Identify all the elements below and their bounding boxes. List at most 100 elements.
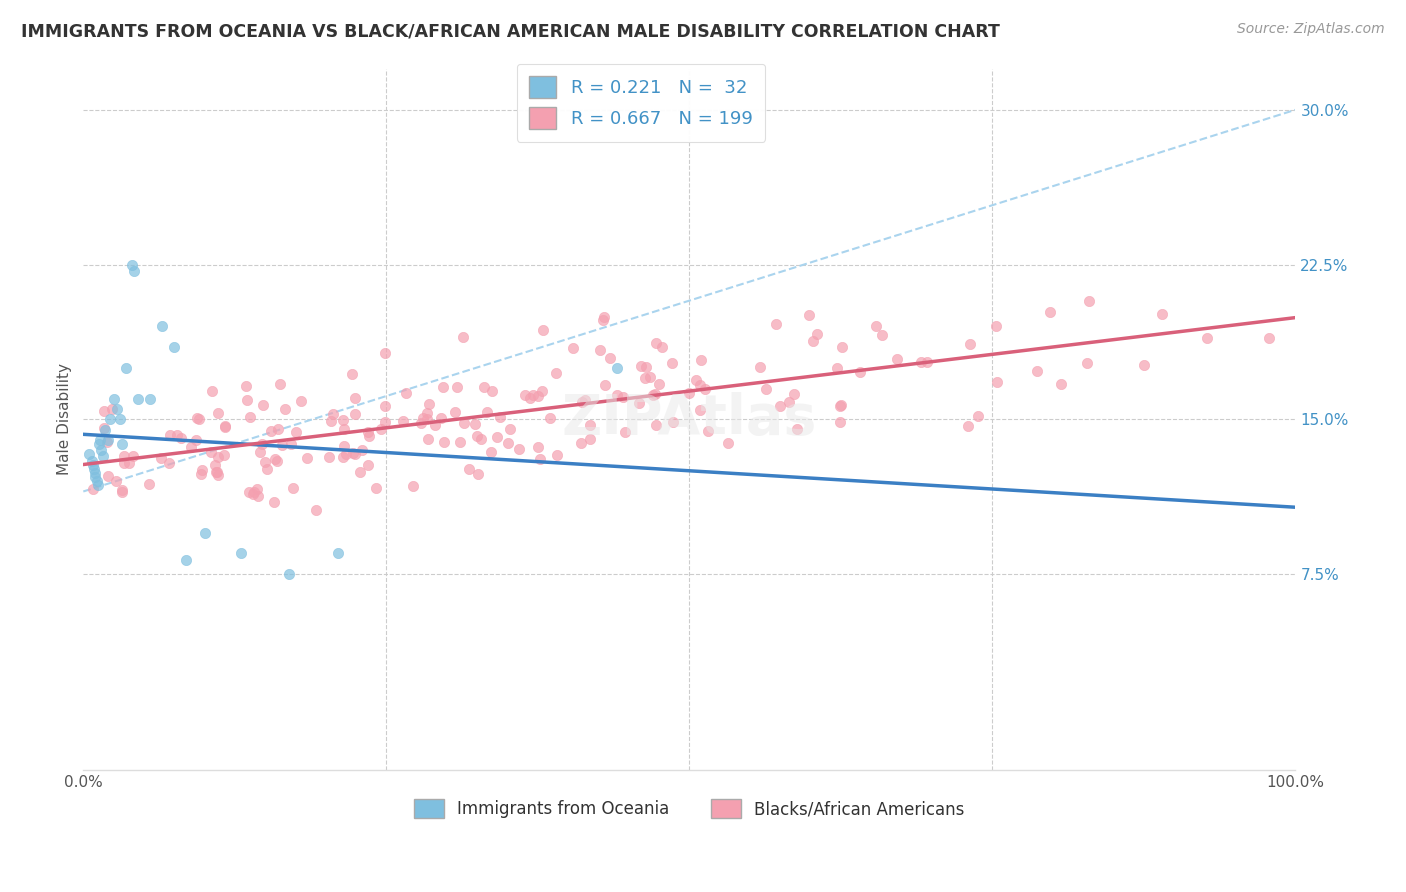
Point — [769, 400, 792, 414]
Point — [284, 425, 307, 439]
Point — [661, 355, 683, 369]
Point — [256, 461, 278, 475]
Point — [266, 454, 288, 468]
Point — [89, 433, 111, 447]
Point — [526, 441, 548, 455]
Point — [391, 413, 413, 427]
Point — [87, 437, 110, 451]
Point — [176, 552, 198, 566]
Point — [87, 478, 110, 492]
Point — [678, 386, 700, 401]
Point — [207, 406, 229, 420]
Point — [886, 351, 908, 366]
Point — [430, 411, 453, 425]
Point — [472, 380, 495, 394]
Point — [112, 449, 135, 463]
Point — [207, 468, 229, 483]
Point — [93, 420, 115, 434]
Point — [333, 422, 356, 436]
Point — [150, 451, 173, 466]
Point — [96, 435, 118, 450]
Point — [332, 413, 354, 427]
Point — [402, 478, 425, 492]
Point — [825, 360, 848, 375]
Point — [101, 402, 124, 417]
Point — [243, 485, 266, 500]
Point — [636, 359, 658, 374]
Point — [252, 398, 274, 412]
Point — [423, 417, 446, 432]
Point — [1152, 307, 1174, 321]
Point — [266, 422, 288, 436]
Point — [269, 376, 291, 391]
Point — [870, 327, 893, 342]
Point — [648, 376, 671, 391]
Point — [599, 351, 621, 365]
Point — [1133, 358, 1156, 372]
Point — [562, 341, 585, 355]
Point — [205, 465, 228, 479]
Point — [485, 430, 508, 444]
Point — [1076, 356, 1098, 370]
Point — [446, 380, 468, 394]
Point — [444, 405, 467, 419]
Point — [697, 424, 720, 438]
Point — [1257, 331, 1279, 345]
Point — [318, 450, 340, 464]
Point — [356, 458, 378, 473]
Point — [207, 450, 229, 464]
Point — [200, 445, 222, 459]
Point — [628, 396, 651, 410]
Point — [641, 388, 664, 402]
Point — [689, 377, 711, 392]
Point — [97, 469, 120, 483]
Point — [1039, 305, 1062, 319]
Point — [530, 384, 553, 398]
Point — [271, 438, 294, 452]
Point — [238, 485, 260, 500]
Point — [122, 449, 145, 463]
Point — [166, 427, 188, 442]
Point — [531, 323, 554, 337]
Point — [264, 451, 287, 466]
Point — [412, 410, 434, 425]
Point — [127, 392, 149, 406]
Point — [212, 449, 235, 463]
Point — [574, 393, 596, 408]
Point — [662, 415, 685, 429]
Point — [201, 384, 224, 399]
Point — [432, 380, 454, 394]
Point — [254, 454, 277, 468]
Point — [157, 456, 180, 470]
Point — [477, 405, 499, 419]
Point — [82, 458, 104, 472]
Point — [828, 415, 851, 429]
Point — [538, 411, 561, 425]
Point — [449, 435, 471, 450]
Point — [544, 366, 567, 380]
Point — [831, 340, 853, 354]
Point — [470, 432, 492, 446]
Point — [274, 402, 297, 417]
Point — [111, 437, 134, 451]
Point — [457, 462, 479, 476]
Point — [159, 428, 181, 442]
Point — [614, 425, 637, 439]
Point — [108, 412, 131, 426]
Point — [98, 412, 121, 426]
Point — [416, 406, 439, 420]
Point — [690, 352, 713, 367]
Point — [229, 546, 252, 560]
Point — [634, 371, 657, 385]
Point — [343, 391, 366, 405]
Point — [1026, 364, 1049, 378]
Point — [357, 425, 380, 439]
Point — [464, 417, 486, 432]
Point — [180, 441, 202, 455]
Point — [479, 445, 502, 459]
Text: ZIPAtlas: ZIPAtlas — [561, 392, 817, 446]
Point — [1049, 376, 1071, 391]
Point — [644, 386, 666, 401]
Text: IMMIGRANTS FROM OCEANIA VS BLACK/AFRICAN AMERICAN MALE DISABILITY CORRELATION CH: IMMIGRANTS FROM OCEANIA VS BLACK/AFRICAN… — [21, 22, 1000, 40]
Point — [606, 360, 628, 375]
